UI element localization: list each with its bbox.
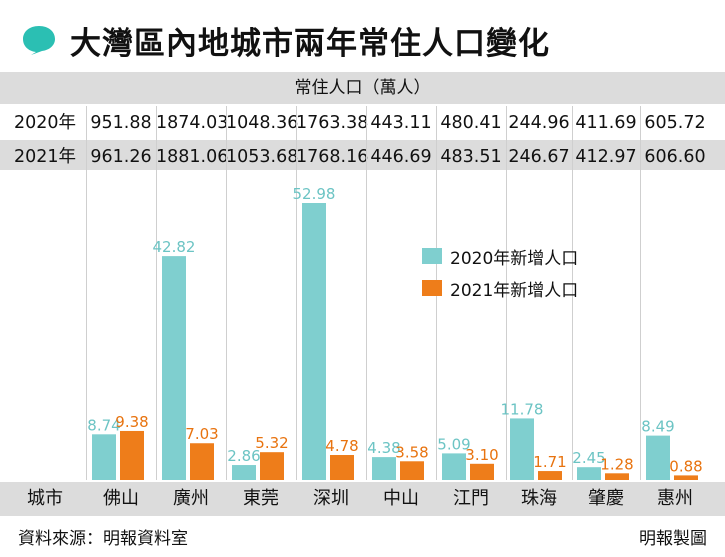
data-label-2021-佛山: 9.38 bbox=[115, 413, 148, 431]
bar-2020-深圳 bbox=[302, 203, 326, 480]
data-label-2021-廣州: 7.03 bbox=[185, 425, 218, 443]
bar-2021-東莞 bbox=[260, 452, 284, 480]
data-label-2020-深圳: 52.98 bbox=[293, 185, 336, 203]
row-2021-band bbox=[0, 140, 725, 170]
page-title: 大灣區內地城市兩年常住人口變化 bbox=[70, 26, 550, 62]
column-divider bbox=[86, 106, 87, 480]
legend-swatch-2021 bbox=[422, 280, 442, 296]
column-divider bbox=[640, 106, 641, 480]
bar-2021-肇慶 bbox=[605, 473, 629, 480]
x-tick-label: 東莞 bbox=[243, 488, 279, 509]
x-tick-label: 肇慶 bbox=[588, 488, 624, 509]
legend-swatch-2020 bbox=[422, 248, 442, 264]
bar-2021-惠州 bbox=[674, 475, 698, 480]
bar-2020-惠州 bbox=[646, 435, 670, 480]
table-cell: 411.69 bbox=[575, 113, 637, 133]
table-cell: 1874.03 bbox=[156, 113, 229, 133]
data-label-2020-肇慶: 2.45 bbox=[572, 449, 605, 467]
x-tick-label: 江門 bbox=[453, 488, 489, 509]
speech-bubble-icon bbox=[23, 26, 55, 55]
data-label-2021-深圳: 4.78 bbox=[325, 437, 358, 455]
x-tick-label: 中山 bbox=[383, 488, 419, 509]
row-label: 2021年 bbox=[13, 147, 77, 167]
bar-2021-佛山 bbox=[120, 430, 144, 480]
bar-2021-廣州 bbox=[190, 443, 214, 480]
bar-2020-東莞 bbox=[232, 465, 256, 480]
data-label-2021-珠海: 1.71 bbox=[533, 453, 566, 471]
bar-2021-江門 bbox=[470, 463, 494, 480]
bar-2020-肇慶 bbox=[577, 467, 601, 480]
x-tick-label: 深圳 bbox=[313, 488, 349, 509]
table-cell: 1053.68 bbox=[226, 147, 299, 167]
column-divider bbox=[366, 106, 367, 480]
x-tick-label: 廣州 bbox=[173, 488, 209, 509]
legend-label-2020: 2020年新增人口 bbox=[450, 249, 579, 269]
bar-2021-中山 bbox=[400, 461, 424, 480]
data-label-2021-肇慶: 1.28 bbox=[600, 455, 633, 473]
data-label-2021-江門: 3.10 bbox=[465, 446, 498, 464]
bar-2021-珠海 bbox=[538, 471, 562, 480]
legend-label-2021: 2021年新增人口 bbox=[450, 281, 579, 301]
data-label-2020-江門: 5.09 bbox=[437, 435, 470, 453]
column-divider bbox=[506, 106, 507, 480]
table-cell: 443.11 bbox=[370, 113, 432, 133]
table-cell: 961.26 bbox=[90, 147, 152, 167]
table-cell: 446.69 bbox=[370, 147, 432, 167]
data-label-2020-珠海: 11.78 bbox=[501, 400, 544, 418]
column-divider bbox=[572, 106, 573, 480]
data-label-2020-東莞: 2.86 bbox=[227, 447, 260, 465]
table-caption-band bbox=[0, 72, 725, 104]
city-axis: 城市 佛山 廣州 東莞 深圳 中山 江門 珠海 肇慶 惠州 bbox=[0, 482, 725, 516]
table-cell: 1768.16 bbox=[296, 147, 369, 167]
x-tick-label: 佛山 bbox=[103, 488, 139, 509]
table-row-2020: 2020年 951.88 1874.03 1048.36 1763.38 443… bbox=[0, 106, 725, 140]
source-note: 資料來源：明報資料室 bbox=[18, 529, 188, 549]
table-cell: 483.51 bbox=[440, 147, 502, 167]
bar-2021-深圳 bbox=[330, 455, 354, 480]
data-label-2020-中山: 4.38 bbox=[367, 439, 400, 457]
x-tick-label: 惠州 bbox=[657, 488, 693, 509]
data-label-2020-佛山: 8.74 bbox=[87, 416, 120, 434]
data-label-2021-中山: 3.58 bbox=[395, 443, 428, 461]
table-cell: 606.60 bbox=[644, 147, 706, 167]
column-divider bbox=[296, 106, 297, 480]
chart-legend: 2020年新增人口 2021年新增人口 bbox=[420, 240, 620, 304]
data-label-2020-廣州: 42.82 bbox=[153, 238, 196, 256]
legend-item-2020: 2020年新增人口 bbox=[420, 240, 620, 272]
table-cell: 244.96 bbox=[508, 113, 570, 133]
footer: 資料來源：明報資料室 明報製圖 bbox=[0, 518, 725, 557]
table-cell: 412.97 bbox=[575, 147, 637, 167]
table-row-2021: 2021年 961.26 1881.06 1053.68 1768.16 446… bbox=[0, 140, 725, 174]
credit-note: 明報製圖 bbox=[639, 529, 707, 549]
bar-2020-佛山 bbox=[92, 434, 116, 480]
bar-2020-江門 bbox=[442, 453, 466, 480]
data-label-2021-東莞: 5.32 bbox=[255, 434, 288, 452]
column-divider bbox=[226, 106, 227, 480]
data-label-2021-惠州: 0.88 bbox=[669, 457, 702, 475]
table-cell: 1881.06 bbox=[156, 147, 229, 167]
table-cell: 246.67 bbox=[508, 147, 570, 167]
row-label: 2020年 bbox=[13, 113, 77, 133]
header: 大灣區內地城市兩年常住人口變化 bbox=[0, 0, 725, 70]
table-cell: 951.88 bbox=[90, 113, 152, 133]
city-axis-label: 城市 bbox=[27, 488, 63, 509]
table-cell: 605.72 bbox=[644, 113, 706, 133]
table-cell: 480.41 bbox=[440, 113, 502, 133]
legend-item-2021: 2021年新增人口 bbox=[420, 272, 620, 304]
bar-2020-廣州 bbox=[162, 256, 186, 480]
bar-2020-中山 bbox=[372, 457, 396, 480]
bar-2020-珠海 bbox=[510, 418, 534, 480]
column-divider bbox=[156, 106, 157, 480]
x-tick-label: 珠海 bbox=[521, 488, 557, 509]
table-caption: 常住人口（萬人） bbox=[294, 78, 431, 98]
table-cell: 1048.36 bbox=[226, 113, 299, 133]
data-label-2020-惠州: 8.49 bbox=[641, 418, 674, 436]
table-cell: 1763.38 bbox=[296, 113, 369, 133]
